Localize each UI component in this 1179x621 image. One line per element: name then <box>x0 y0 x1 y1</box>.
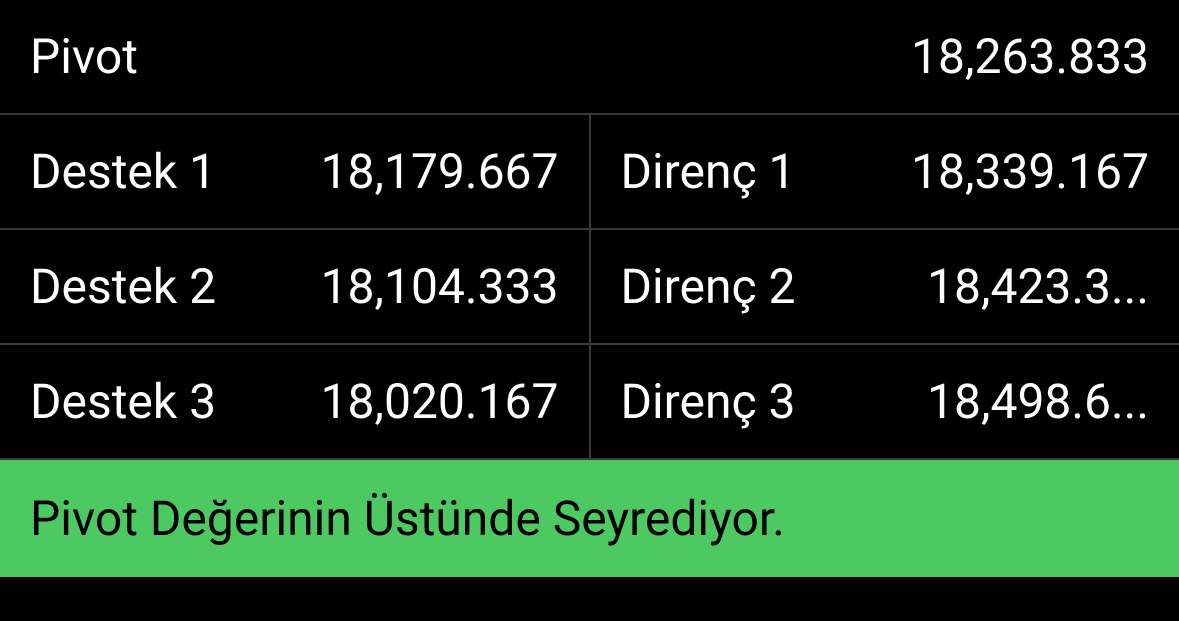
support-2-value: 18,104.333 <box>321 258 559 315</box>
resistance-3-cell: Direnç 3 18,498.6... <box>591 345 1179 458</box>
support-1-cell: Destek 1 18,179.667 <box>0 115 591 228</box>
pivot-value: 18,263.833 <box>911 28 1149 85</box>
support-1-label: Destek 1 <box>30 143 216 200</box>
resistance-1-cell: Direnç 1 18,339.167 <box>591 115 1179 228</box>
support-1-value: 18,179.667 <box>321 143 559 200</box>
resistance-2-cell: Direnç 2 18,423.3... <box>591 230 1179 343</box>
pivot-points-table: Pivot 18,263.833 Destek 1 18,179.667 Dir… <box>0 0 1179 577</box>
pivot-row-1: Destek 1 18,179.667 Direnç 1 18,339.167 <box>0 115 1179 230</box>
support-3-cell: Destek 3 18,020.167 <box>0 345 591 458</box>
resistance-1-value: 18,339.167 <box>911 143 1149 200</box>
resistance-3-value: 18,498.6... <box>927 373 1149 430</box>
support-2-cell: Destek 2 18,104.333 <box>0 230 591 343</box>
pivot-header-row: Pivot 18,263.833 <box>0 0 1179 115</box>
support-3-label: Destek 3 <box>30 373 216 430</box>
support-3-value: 18,020.167 <box>321 373 559 430</box>
resistance-3-label: Direnç 3 <box>621 373 796 430</box>
pivot-label: Pivot <box>30 28 138 85</box>
resistance-2-label: Direnç 2 <box>621 258 796 315</box>
resistance-2-value: 18,423.3... <box>927 258 1149 315</box>
support-2-label: Destek 2 <box>30 258 216 315</box>
resistance-1-label: Direnç 1 <box>621 143 796 200</box>
pivot-row-2: Destek 2 18,104.333 Direnç 2 18,423.3... <box>0 230 1179 345</box>
pivot-status-message: Pivot Değerinin Üstünde Seyrediyor. <box>0 460 1179 577</box>
pivot-row-3: Destek 3 18,020.167 Direnç 3 18,498.6... <box>0 345 1179 460</box>
